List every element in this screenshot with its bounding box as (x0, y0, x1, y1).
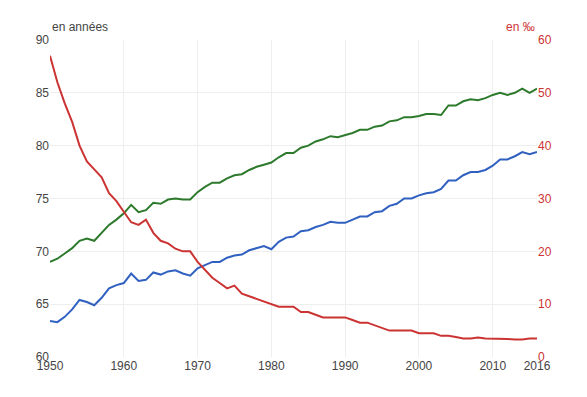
svg-text:65: 65 (36, 297, 50, 311)
svg-text:en années: en années (52, 20, 108, 34)
svg-text:1950: 1950 (37, 359, 64, 373)
svg-text:1970: 1970 (184, 359, 211, 373)
svg-text:2010: 2010 (479, 359, 506, 373)
svg-text:50: 50 (538, 86, 552, 100)
svg-text:en ‰: en ‰ (506, 20, 535, 34)
svg-text:30: 30 (538, 192, 552, 206)
svg-text:70: 70 (36, 245, 50, 259)
svg-text:60: 60 (36, 350, 50, 364)
svg-text:1990: 1990 (332, 359, 359, 373)
svg-text:40: 40 (538, 139, 552, 153)
svg-text:90: 90 (36, 33, 50, 47)
svg-text:20: 20 (538, 245, 552, 259)
svg-text:1980: 1980 (258, 359, 285, 373)
svg-text:60: 60 (538, 33, 552, 47)
svg-text:75: 75 (36, 192, 50, 206)
svg-text:10: 10 (538, 297, 552, 311)
svg-text:80: 80 (36, 139, 50, 153)
svg-text:1960: 1960 (110, 359, 137, 373)
svg-text:85: 85 (36, 86, 50, 100)
svg-text:2000: 2000 (406, 359, 433, 373)
svg-text:2016: 2016 (524, 359, 551, 373)
svg-text:0: 0 (538, 350, 545, 364)
